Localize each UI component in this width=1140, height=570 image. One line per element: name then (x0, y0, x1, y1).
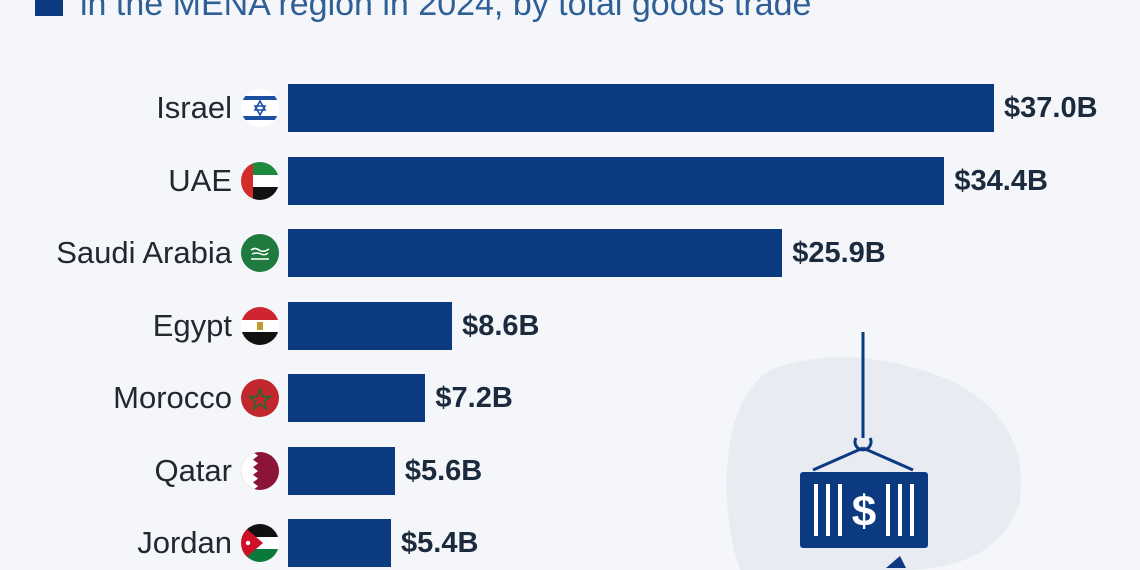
chart-subtitle: in the MENA region in 2024, by total goo… (80, 0, 812, 23)
country-label: Saudi Arabia (56, 235, 232, 270)
qatar-flag-icon (241, 451, 279, 490)
country-label: Jordan (137, 525, 232, 560)
jordan-flag-icon (241, 524, 279, 562)
value-label: $34.4B (954, 164, 1048, 197)
value-label: $8.6B (462, 309, 540, 342)
value-label: $5.6B (404, 454, 483, 487)
bar (288, 301, 453, 350)
value-label: $7.2B (435, 382, 513, 414)
saudi-arabia-flag-icon (241, 234, 279, 272)
bar (288, 374, 426, 422)
uae-flag-icon (241, 161, 279, 200)
morocco-flag-icon (241, 379, 279, 417)
bar (288, 446, 395, 495)
legend-square (35, 0, 63, 16)
country-label: Morocco (113, 380, 232, 415)
bar (288, 229, 783, 277)
country-label: Qatar (154, 452, 232, 488)
bar (288, 156, 945, 205)
bar (288, 84, 994, 132)
value-label: $5.4B (401, 527, 479, 559)
country-label: Egypt (152, 307, 232, 343)
country-label: UAE (168, 162, 232, 198)
bar (288, 519, 392, 567)
value-label: $25.9B (792, 237, 886, 269)
country-label: Israel (156, 90, 232, 125)
value-label: $37.0B (1004, 92, 1098, 124)
egypt-flag-icon (241, 306, 279, 345)
svg-text:$: $ (852, 487, 876, 536)
israel-flag-icon (241, 89, 279, 127)
shipping-container-dollar-icon: $ (726, 332, 1022, 570)
